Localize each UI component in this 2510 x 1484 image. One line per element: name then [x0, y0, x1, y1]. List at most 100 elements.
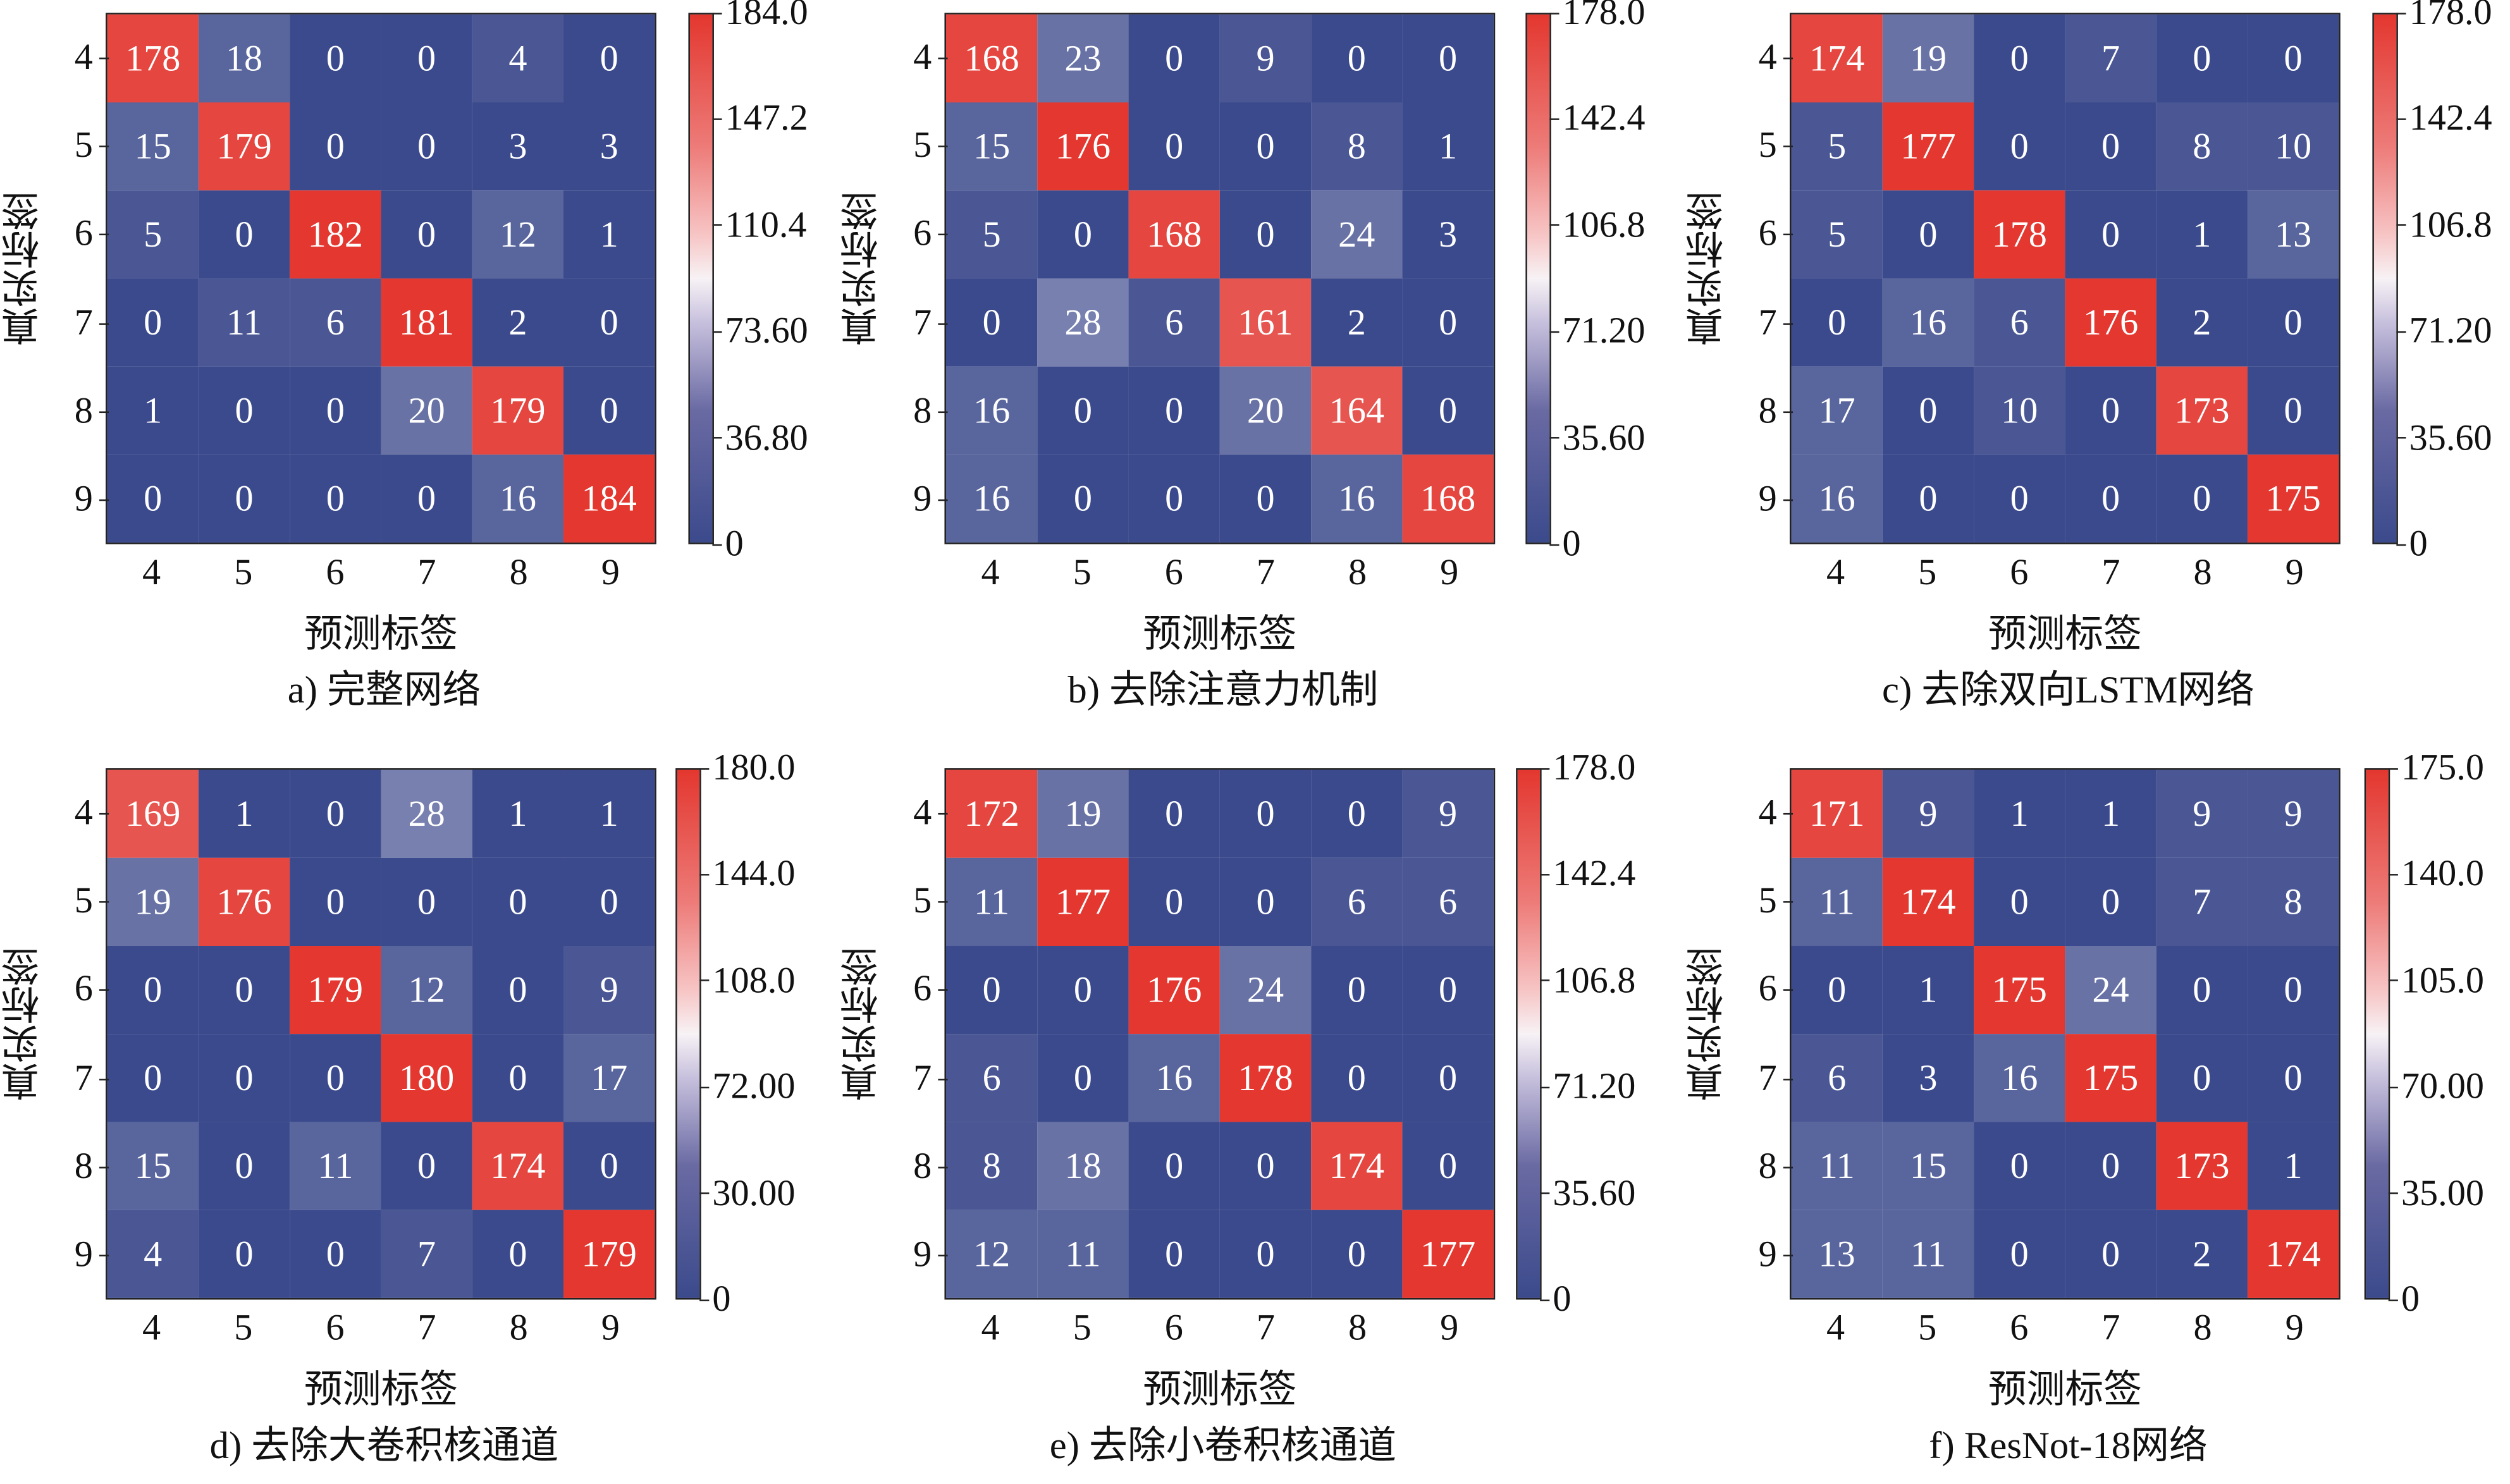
heatmap-cell: 17 [1791, 366, 1883, 455]
colorbar-tick: 73.60 [712, 312, 808, 349]
heatmap-cell: 2 [2156, 278, 2248, 367]
heatmap-cell: 6 [945, 1034, 1038, 1122]
heatmap-cell: 0 [1311, 1034, 1403, 1122]
heatmap-cell: 172 [945, 770, 1038, 858]
colorbar-tick: 71.20 [1549, 312, 1646, 349]
colorbar-tick-label: 142.4 [1553, 854, 1636, 894]
y-tick-label: 6 [1742, 969, 1793, 1010]
heatmap-panel: 172 19 0 0 0 9 11 177 0 0 6 6 0 0 176 24 0 0 6 0 16 178 0 0 8 18 0… [839, 749, 1671, 1484]
heatmap-panel: 174 19 0 7 0 0 5 177 0 0 8 10 5 0 178 0 1 13 0 16 6 176 2 0 17 0 1… [1684, 0, 2510, 728]
heatmap-cell: 0 [2156, 14, 2248, 103]
heatmap-cell: 0 [1882, 454, 1974, 543]
x-tick-label: 5 [1073, 1308, 1092, 1348]
colorbar-tick-label: 71.20 [2409, 310, 2492, 351]
x-tick-label: 9 [2285, 552, 2304, 592]
colorbar [2372, 13, 2398, 544]
heatmap-cell: 19 [1037, 770, 1129, 858]
heatmap-cell: 18 [198, 14, 290, 103]
colorbar-tick-label: 110.4 [725, 204, 807, 245]
heatmap-cell: 2 [1311, 278, 1403, 367]
colorbar-tick-label: 30.00 [712, 1172, 796, 1213]
heatmap-cell: 175 [2247, 454, 2339, 543]
colorbar-tick: 178.0 [2396, 0, 2492, 30]
colorbar [1525, 13, 1551, 544]
heatmap-cell: 0 [1974, 1122, 2065, 1210]
colorbar-tick: 178.0 [1540, 749, 1635, 786]
x-tick-label: 7 [1256, 552, 1275, 592]
y-tick-label: 7 [897, 1057, 948, 1099]
colorbar-tick-label: 0 [1562, 523, 1581, 564]
heatmap-cell: 0 [1037, 1034, 1129, 1122]
panel-caption: f) ResNot-18网络 [1929, 1426, 2208, 1468]
x-tick-label: 6 [2010, 552, 2029, 592]
heatmap-cell: 174 [472, 1122, 564, 1210]
x-tick-label: 5 [1073, 552, 1092, 592]
heatmap-cell: 17 [563, 1034, 655, 1122]
heatmap-cell: 0 [563, 366, 655, 455]
colorbar-tick-label: 140.0 [2401, 854, 2484, 894]
heatmap-cell: 0 [563, 14, 655, 103]
heatmap-cell: 2 [472, 278, 564, 367]
y-tick-label: 8 [1742, 1146, 1793, 1187]
heatmap-cell: 176 [198, 857, 290, 946]
heatmap-cell: 174 [1311, 1122, 1403, 1210]
y-tick-label: 4 [897, 792, 948, 833]
y-tick-label: 9 [58, 1234, 109, 1276]
heatmap-cell: 1 [2247, 1122, 2339, 1210]
colorbar-tick-label: 105.0 [2401, 960, 2484, 1000]
heatmap-cell: 0 [945, 945, 1038, 1034]
heatmap-cell: 182 [290, 190, 381, 279]
colorbar [688, 13, 714, 544]
heatmap-cell: 0 [1974, 102, 2065, 191]
colorbar-tick-label: 0 [725, 523, 744, 564]
x-tick-label: 7 [417, 1308, 436, 1348]
heatmap-cell: 171 [1791, 770, 1883, 858]
colorbar-tick: 108.0 [699, 962, 795, 998]
y-tick-label: 7 [897, 302, 948, 344]
heatmap-cell: 0 [2065, 102, 2156, 191]
heatmap-grid: 178 18 0 0 4 0 15 179 0 0 3 3 5 0 182 0 12 1 0 11 6 181 2 0 1 0 0 2… [106, 13, 656, 544]
heatmap-cell: 20 [381, 366, 472, 455]
heatmap-panel: 171 9 1 1 9 9 11 174 0 0 7 8 0 1 175 24 0 0 6 3 16 175 0 0 11 15 0… [1684, 749, 2510, 1484]
colorbar-tick: 0 [1540, 1280, 1571, 1317]
heatmap-cell: 0 [1128, 454, 1220, 543]
heatmap-cell: 0 [1791, 278, 1883, 367]
heatmap-cell: 0 [1402, 366, 1494, 455]
heatmap-cell: 0 [1402, 1122, 1494, 1210]
y-tick-label: 8 [897, 391, 948, 432]
heatmap-cell: 0 [290, 1034, 381, 1122]
colorbar-tick: 106.8 [1549, 204, 1646, 245]
colorbar-tick: 142.4 [2396, 100, 2492, 137]
colorbar-tick: 0 [1549, 523, 1581, 564]
heatmap-cell: 176 [2065, 278, 2156, 367]
y-axis-label: 真实标签 [1689, 192, 1731, 346]
heatmap-panel: 178 18 0 0 4 0 15 179 0 0 3 3 5 0 182 0 12 1 0 11 6 181 2 0 1 0 0 2… [0, 0, 832, 728]
heatmap-cell: 11 [1791, 857, 1883, 946]
heatmap-cell: 0 [107, 454, 199, 543]
heatmap-cell: 6 [1311, 857, 1403, 946]
x-axis-label: 预测标签 [1988, 1370, 2142, 1412]
heatmap-cell: 8 [1311, 102, 1403, 191]
heatmap-cell: 184 [563, 454, 655, 543]
x-tick-label: 5 [234, 1308, 253, 1348]
colorbar-tick-label: 147.2 [725, 98, 808, 138]
heatmap-cell: 0 [2065, 1122, 2156, 1210]
heatmap-cell: 18 [1037, 1122, 1129, 1210]
heatmap-cell: 0 [1219, 1210, 1312, 1298]
colorbar-tick-label: 106.8 [1562, 204, 1646, 245]
colorbar-tick-label: 36.80 [725, 417, 808, 457]
heatmap-cell: 0 [1219, 1122, 1312, 1210]
heatmap-cell: 0 [1974, 14, 2065, 103]
heatmap-cell: 11 [1882, 1210, 1974, 1298]
heatmap-cell: 0 [290, 1210, 381, 1298]
heatmap-cell: 1 [1402, 102, 1494, 191]
heatmap-cell: 6 [1974, 278, 2065, 367]
heatmap-cell: 24 [2065, 945, 2156, 1034]
colorbar [1516, 768, 1542, 1300]
y-tick-label: 8 [1742, 391, 1793, 432]
heatmap-cell: 168 [1402, 454, 1494, 543]
heatmap-cell: 0 [290, 770, 381, 858]
heatmap-cell: 181 [381, 278, 472, 367]
heatmap-cell: 10 [2247, 102, 2339, 191]
y-tick-label: 6 [897, 213, 948, 255]
